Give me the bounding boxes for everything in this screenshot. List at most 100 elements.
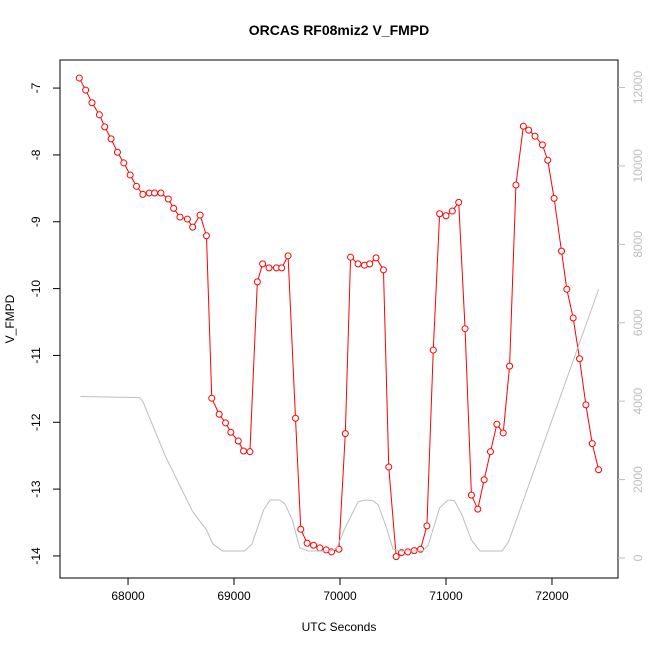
data-point xyxy=(183,215,191,223)
data-point xyxy=(563,285,571,293)
data-point xyxy=(253,278,261,286)
y-tick-label: -7 xyxy=(29,82,43,93)
y2-tick-label: 0 xyxy=(631,554,645,561)
data-point xyxy=(372,254,380,262)
data-point xyxy=(448,207,456,215)
y-tick-label: -12 xyxy=(29,413,43,431)
data-point xyxy=(82,86,90,94)
data-point xyxy=(576,355,584,363)
x-tick-label: 69000 xyxy=(217,589,251,603)
data-point xyxy=(341,430,349,438)
data-point xyxy=(133,182,141,190)
data-point xyxy=(265,264,273,272)
data-point xyxy=(297,525,305,533)
data-point xyxy=(170,204,178,212)
data-point xyxy=(120,159,128,167)
data-point xyxy=(531,132,539,140)
y-tick-label: -14 xyxy=(29,547,43,565)
data-point xyxy=(202,232,210,240)
data-point xyxy=(139,190,147,198)
data-point xyxy=(499,429,507,437)
data-point xyxy=(467,491,475,499)
data-point xyxy=(550,194,558,202)
data-point xyxy=(538,141,546,149)
series-line xyxy=(80,289,600,552)
data-point xyxy=(379,266,387,274)
y-tick-label: -11 xyxy=(29,347,43,364)
data-point xyxy=(291,414,299,422)
data-point xyxy=(493,420,501,428)
data-point xyxy=(176,213,184,221)
data-point xyxy=(404,548,412,556)
x-axis-label: UTC Seconds xyxy=(302,620,377,634)
data-point xyxy=(519,122,527,130)
data-point xyxy=(366,260,374,268)
data-point xyxy=(385,463,393,471)
chart-title: ORCAS RF08miz2 V_FMPD xyxy=(249,22,429,38)
data-point xyxy=(487,448,495,456)
data-point xyxy=(208,394,216,402)
data-point xyxy=(442,212,450,220)
data-point xyxy=(126,171,134,179)
data-point xyxy=(234,437,242,445)
y2-tick-label: 2000 xyxy=(631,466,645,493)
data-point xyxy=(335,545,343,553)
y-tick-label: -13 xyxy=(29,480,43,498)
data-point xyxy=(506,362,514,370)
data-point xyxy=(595,466,603,474)
y-tick-label: -10 xyxy=(29,280,43,298)
data-point xyxy=(246,448,254,456)
data-point xyxy=(461,325,469,333)
data-point xyxy=(480,476,488,484)
data-point xyxy=(101,123,109,131)
data-point xyxy=(189,223,197,231)
data-point xyxy=(512,181,520,189)
data-point xyxy=(544,156,552,164)
y2-tick-label: 6000 xyxy=(631,309,645,336)
data-point xyxy=(569,314,577,322)
data-point xyxy=(113,148,121,156)
data-point xyxy=(429,346,437,354)
data-point xyxy=(215,410,223,418)
x-tick-label: 70000 xyxy=(323,589,357,603)
x-tick-label: 68000 xyxy=(111,589,145,603)
y-axis-label: V_FMPD xyxy=(3,294,17,343)
data-point xyxy=(157,189,165,197)
data-point xyxy=(107,135,115,143)
data-point xyxy=(303,539,311,547)
data-point xyxy=(227,428,235,436)
data-point xyxy=(222,419,230,427)
data-point xyxy=(95,111,103,119)
data-point xyxy=(455,198,463,206)
data-point xyxy=(316,544,324,552)
x-tick-label: 72000 xyxy=(535,589,569,603)
data-point xyxy=(588,440,596,448)
data-point xyxy=(259,260,267,268)
data-point xyxy=(558,247,566,255)
data-point xyxy=(423,522,431,530)
data-point xyxy=(582,401,590,409)
data-point xyxy=(436,210,444,218)
data-point xyxy=(284,252,292,260)
data-point xyxy=(347,253,355,261)
data-point xyxy=(164,195,172,203)
data-point xyxy=(151,189,159,197)
y2-tick-label: 10000 xyxy=(631,149,645,183)
y2-tick-label: 4000 xyxy=(631,387,645,414)
data-point xyxy=(88,99,96,107)
y-tick-label: -8 xyxy=(29,149,43,160)
data-point xyxy=(196,211,204,219)
series-line xyxy=(78,77,600,558)
data-point xyxy=(474,505,482,513)
y2-tick-label: 12000 xyxy=(631,70,645,104)
data-point xyxy=(240,447,248,455)
y-tick-label: -9 xyxy=(29,216,43,227)
data-point xyxy=(310,541,318,549)
x-tick-label: 71000 xyxy=(429,589,463,603)
y2-tick-label: 8000 xyxy=(631,231,645,258)
data-point xyxy=(278,264,286,272)
data-point xyxy=(392,553,400,561)
data-point xyxy=(75,74,83,82)
data-point xyxy=(525,126,533,134)
